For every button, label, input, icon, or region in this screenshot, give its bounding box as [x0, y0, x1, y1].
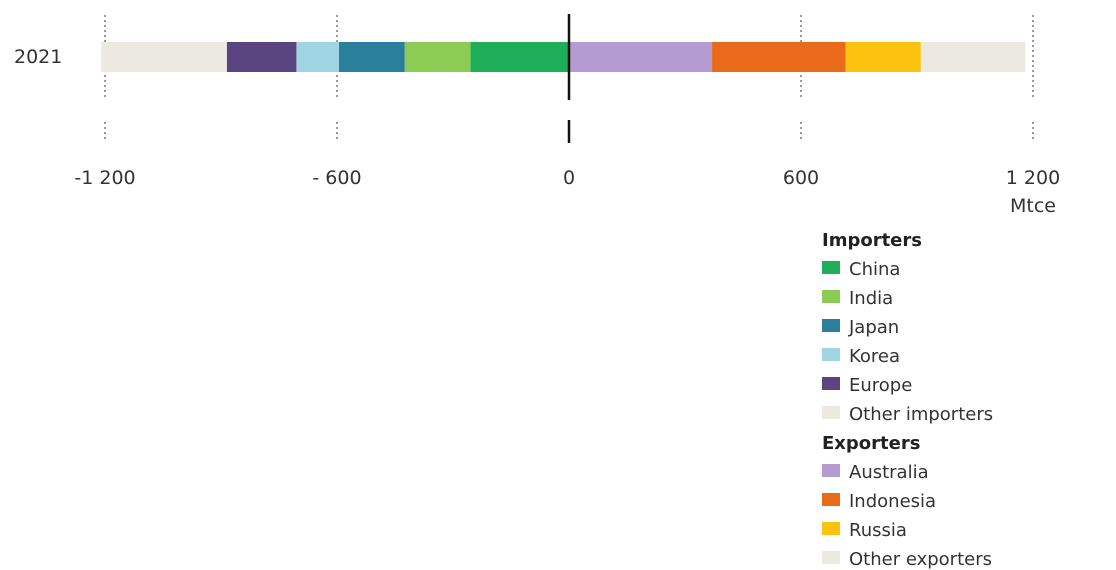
- legend-swatch-china: [822, 261, 840, 274]
- legend-swatch-india: [822, 290, 840, 303]
- legend-swatch-indonesia: [822, 493, 840, 506]
- bar-segment-korea: [296, 42, 339, 72]
- bar-segment-india: [404, 42, 471, 72]
- gridlines: [104, 15, 1034, 142]
- bar-segment-japan: [338, 42, 405, 72]
- legend-swatch-europe: [822, 377, 840, 390]
- x-tick-label: -1 200: [74, 167, 135, 189]
- legend: Importers China India Japan Korea Europe Other…: [822, 230, 993, 570]
- legend-label-japan: Japan: [848, 317, 899, 338]
- x-tick-labels: -1 200 - 600 0 600 1 200: [74, 167, 1060, 189]
- legend-swatch-other-exporters: [822, 551, 840, 564]
- legend-label-russia: Russia: [849, 520, 907, 541]
- legend-label-india: India: [849, 288, 893, 309]
- x-tick-label: 600: [783, 167, 819, 189]
- legend-swatch-korea: [822, 348, 840, 361]
- bar-segments: [101, 42, 1026, 72]
- bar-segment-europe: [226, 42, 297, 72]
- legend-swatch-australia: [822, 464, 840, 477]
- bar-segment-other-exporters: [920, 42, 1026, 72]
- bar-segment-china: [470, 42, 569, 72]
- x-tick-label: - 600: [312, 167, 361, 189]
- x-tick-label: 1 200: [1006, 167, 1060, 189]
- legend-group-title: Exporters: [822, 433, 920, 454]
- legend-label-australia: Australia: [849, 462, 929, 483]
- legend-swatch-japan: [822, 319, 840, 332]
- legend-label-indonesia: Indonesia: [849, 491, 936, 512]
- legend-label-korea: Korea: [849, 346, 900, 367]
- legend-label-other-exporters: Other exporters: [849, 549, 992, 570]
- x-unit-label: Mtce: [1010, 195, 1056, 217]
- x-tick-label: 0: [563, 167, 575, 189]
- legend-swatch-russia: [822, 522, 840, 535]
- bar-segment-indonesia: [712, 42, 846, 72]
- row-labels: 2021: [14, 46, 62, 68]
- row-label: 2021: [14, 46, 62, 68]
- bar-segment-other-importers: [101, 42, 227, 72]
- legend-label-china: China: [849, 259, 900, 280]
- legend-swatch-other-importers: [822, 406, 840, 419]
- legend-label-other-importers: Other importers: [849, 404, 993, 425]
- legend-label-europe: Europe: [849, 375, 912, 396]
- bar-segment-russia: [845, 42, 921, 72]
- legend-group-title: Importers: [822, 230, 922, 251]
- bar-segment-australia: [569, 42, 713, 72]
